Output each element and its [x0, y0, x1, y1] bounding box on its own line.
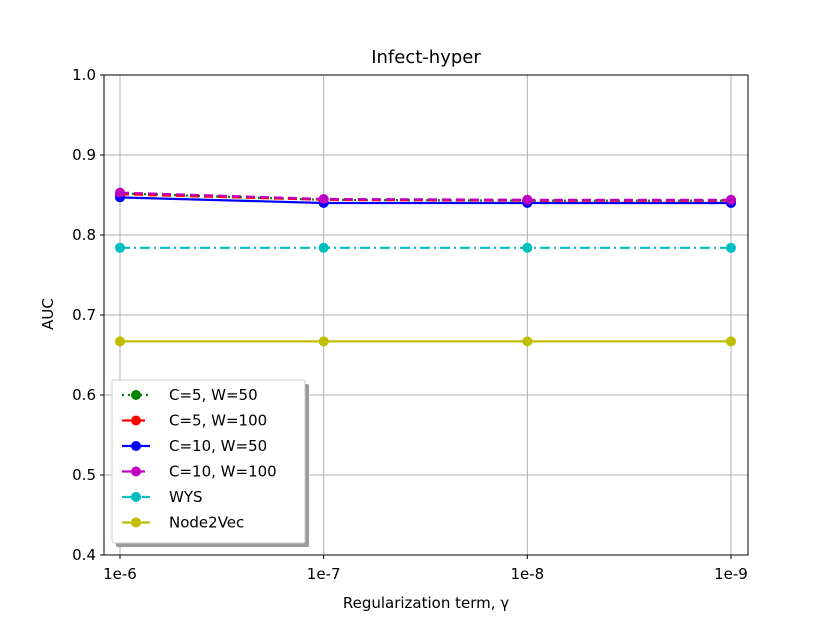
- y-tick-label: 0.5: [72, 466, 96, 484]
- series-layer: [115, 187, 736, 347]
- legend: C=5, W=50 C=5, W=100 C=10, W=50 C=10, W=100…: [111, 379, 309, 547]
- data-point: [318, 242, 329, 253]
- data-point: [726, 336, 736, 347]
- y-axis-label: AUC: [39, 298, 57, 330]
- y-tick-label: 1.0: [72, 66, 96, 84]
- legend-marker: [131, 441, 141, 451]
- legend-label: C=5, W=50: [169, 386, 258, 404]
- legend-marker: [131, 390, 141, 400]
- y-tick-label: 0.8: [72, 226, 96, 244]
- data-point: [522, 336, 533, 347]
- data-point: [115, 187, 125, 198]
- series-line: [119, 191, 731, 201]
- x-tick-label: 1e-8: [510, 565, 544, 583]
- y-tick-label: 0.9: [72, 146, 96, 164]
- legend-label: C=10, W=100: [169, 463, 277, 481]
- data-point: [318, 194, 329, 204]
- x-tick-label: 1e-6: [103, 565, 137, 583]
- data-point: [522, 242, 533, 253]
- data-point: [726, 194, 736, 205]
- series-6: [115, 336, 736, 347]
- x-tick-label: 1e-7: [307, 565, 341, 583]
- y-tick-label: 0.7: [72, 306, 96, 324]
- legend-box: [111, 379, 306, 544]
- data-point: [115, 242, 125, 253]
- legend-label: C=5, W=100: [169, 412, 267, 430]
- legend-marker: [131, 517, 141, 528]
- x-tick-label: 1e-9: [714, 565, 748, 583]
- series-line: [119, 196, 731, 205]
- y-tick-label: 0.6: [72, 386, 96, 404]
- ticks: 0.4 0.5 0.6 0.7 0.8 0.9 1.0 1e-6 1e-7 1e-8 1e-9: [72, 66, 748, 583]
- data-point: [318, 336, 329, 347]
- legend-label: Node2Vec: [169, 514, 244, 532]
- series-4: [115, 187, 736, 205]
- legend-marker: [131, 492, 141, 502]
- data-point: [726, 242, 736, 253]
- legend-marker: [131, 415, 141, 426]
- legend-label: C=10, W=50: [169, 437, 267, 455]
- legend-marker: [131, 466, 141, 477]
- legend-label: WYS: [169, 488, 203, 506]
- data-point: [115, 336, 125, 347]
- series-5: [115, 242, 736, 253]
- x-axis-label: Regularization term, γ: [343, 594, 509, 612]
- y-tick-label: 0.4: [72, 546, 96, 564]
- data-point: [522, 194, 533, 205]
- chart-title: Infect-hyper: [371, 47, 481, 68]
